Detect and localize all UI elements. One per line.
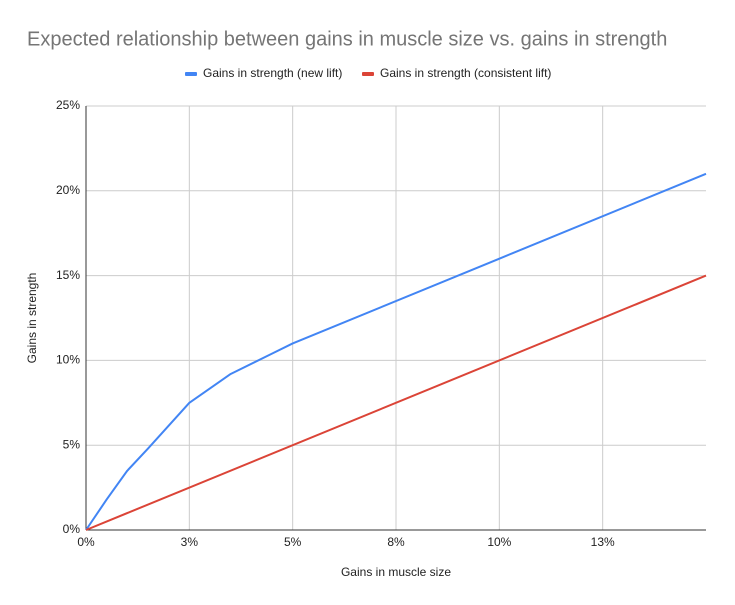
- x-tick-label: 0%: [77, 535, 95, 549]
- y-tick-label: 15%: [56, 268, 80, 282]
- line-series: [85, 274, 707, 531]
- x-tick-label: 8%: [387, 535, 405, 549]
- y-tick-label: 25%: [56, 98, 80, 112]
- x-tick-label: 13%: [591, 535, 615, 549]
- y-tick-label: 20%: [56, 183, 80, 197]
- legend-label: Gains in strength (new lift): [203, 66, 342, 80]
- x-tick-label: 10%: [487, 535, 511, 549]
- y-tick-label: 5%: [63, 437, 81, 451]
- legend-label: Gains in strength (consistent lift): [380, 66, 551, 80]
- y-tick-label: 0%: [63, 522, 81, 536]
- legend-swatch: [362, 72, 374, 76]
- y-axis-title: Gains in strength: [25, 273, 39, 364]
- chart-title: Expected relationship between gains in m…: [27, 28, 667, 50]
- x-tick-label: 5%: [284, 535, 302, 549]
- legend-swatch: [185, 72, 197, 76]
- y-tick-label: 10%: [56, 353, 80, 367]
- x-axis-title: Gains in muscle size: [341, 565, 451, 579]
- line-series: [85, 172, 707, 531]
- x-tick-label: 3%: [181, 535, 199, 549]
